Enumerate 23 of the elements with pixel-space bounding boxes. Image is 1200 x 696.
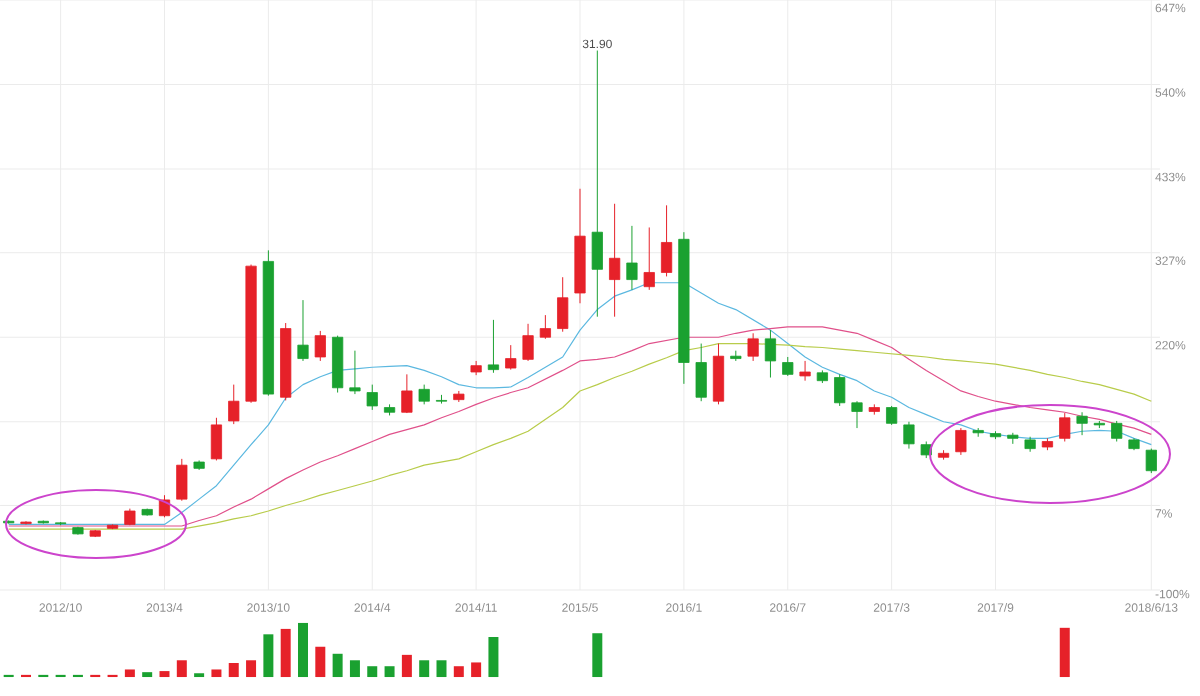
bar <box>1059 627 1070 678</box>
bar <box>159 671 170 678</box>
bar <box>401 654 412 678</box>
bar <box>453 666 464 678</box>
bar <box>211 669 222 678</box>
bar <box>384 666 395 678</box>
bar <box>124 669 135 678</box>
bar <box>471 662 482 678</box>
bar <box>349 660 360 678</box>
bar <box>419 660 430 678</box>
bar <box>280 628 291 678</box>
bar <box>298 622 308 678</box>
bar <box>315 646 326 678</box>
bar <box>332 653 343 678</box>
bar <box>228 662 239 678</box>
bar <box>436 660 447 678</box>
bar <box>142 672 153 678</box>
bar <box>488 637 499 678</box>
bar <box>367 666 378 678</box>
bar <box>592 633 603 678</box>
bar <box>176 660 187 678</box>
bar <box>263 634 274 678</box>
bar <box>246 660 257 678</box>
